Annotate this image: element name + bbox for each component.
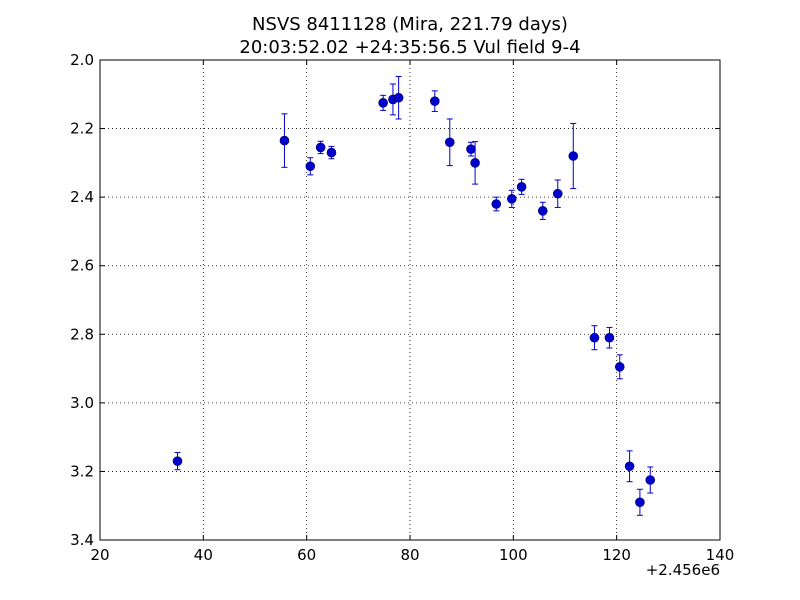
data-point bbox=[552, 188, 563, 199]
data-point bbox=[326, 147, 337, 158]
y-tick-label: 2.2 bbox=[70, 120, 94, 138]
data-point-group bbox=[444, 118, 455, 167]
data-point-group bbox=[506, 189, 517, 208]
chart-title-line-2: 20:03:52.02 +24:35:56.5 Vul field 9-4 bbox=[239, 37, 580, 58]
data-point-group bbox=[470, 141, 480, 185]
plot-frame bbox=[99, 59, 721, 541]
data-point bbox=[378, 98, 388, 108]
x-tick-label: 20 bbox=[90, 546, 109, 564]
data-point-group bbox=[378, 94, 388, 111]
data-point-group bbox=[279, 113, 290, 168]
data-point-group bbox=[516, 178, 527, 195]
data-point-group bbox=[589, 325, 600, 351]
data-point-group bbox=[315, 140, 326, 155]
tick-labels: 20 40 60 80 100 120 140 2.0 2.2 2.4 2.6 2.8 3.0 3.2 3.… bbox=[70, 51, 734, 564]
data-point-group bbox=[393, 75, 404, 120]
data-point-group bbox=[552, 179, 563, 208]
data-point bbox=[279, 135, 290, 146]
data-point bbox=[589, 332, 600, 343]
data-point-group bbox=[172, 452, 183, 471]
data-point-group bbox=[466, 141, 476, 157]
data-point-group bbox=[326, 145, 337, 160]
data-point bbox=[645, 475, 656, 485]
x-tick-label: 140 bbox=[706, 546, 735, 564]
y-tick-label: 3.4 bbox=[70, 531, 94, 549]
data-point-group bbox=[537, 201, 548, 220]
data-point bbox=[506, 194, 517, 204]
data-point bbox=[624, 461, 635, 472]
data-point-group bbox=[305, 157, 316, 176]
data-point bbox=[537, 206, 548, 216]
data-point-group bbox=[624, 450, 635, 483]
x-offset-label: +2.456e6 bbox=[646, 561, 720, 579]
data-point bbox=[470, 158, 480, 168]
data-point-group bbox=[568, 122, 579, 190]
x-tick-label: 120 bbox=[602, 546, 631, 564]
data-point-group bbox=[604, 326, 615, 349]
data-point-group bbox=[645, 466, 656, 494]
chart-title-line-1: NSVS 8411128 (Mira, 221.79 days) bbox=[252, 14, 568, 35]
data-series bbox=[172, 75, 656, 516]
y-tick-label: 2.0 bbox=[70, 51, 94, 69]
data-point bbox=[305, 161, 316, 172]
x-tick-label: 100 bbox=[499, 546, 528, 564]
data-point bbox=[516, 182, 527, 192]
data-point bbox=[614, 362, 625, 372]
y-tick-label: 3.0 bbox=[70, 394, 94, 412]
data-point-group bbox=[614, 354, 625, 380]
data-point-group bbox=[635, 488, 645, 516]
data-point bbox=[491, 199, 502, 209]
y-tick-label: 2.6 bbox=[70, 257, 94, 275]
x-tick-label: 60 bbox=[297, 546, 316, 564]
x-tick-label: 40 bbox=[194, 546, 213, 564]
data-point bbox=[393, 92, 404, 103]
data-point bbox=[568, 151, 579, 161]
data-point bbox=[315, 142, 326, 153]
data-point bbox=[172, 456, 183, 466]
y-tick-label: 3.2 bbox=[70, 462, 94, 480]
data-point bbox=[466, 144, 476, 154]
data-point-group bbox=[491, 196, 502, 212]
data-point bbox=[604, 332, 615, 343]
data-point bbox=[444, 137, 455, 148]
data-point-group bbox=[388, 83, 398, 116]
y-tick-label: 2.8 bbox=[70, 325, 94, 343]
data-point-group bbox=[429, 90, 440, 112]
x-tick-label: 80 bbox=[400, 546, 419, 564]
grid-lines bbox=[100, 60, 720, 540]
data-point bbox=[429, 96, 440, 106]
y-tick-label: 2.4 bbox=[70, 188, 94, 206]
data-point bbox=[635, 497, 645, 508]
